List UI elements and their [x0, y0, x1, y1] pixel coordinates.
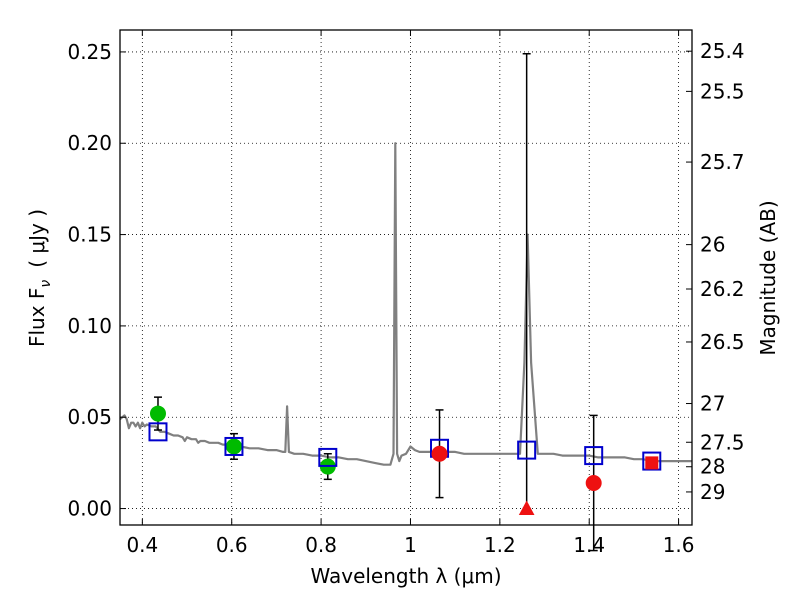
right-tick-label: 26.5	[700, 330, 745, 354]
y-tick-label: 0.20	[67, 131, 112, 155]
model-square	[148, 422, 168, 442]
right-tick-label: 26.2	[700, 277, 745, 301]
y-axis-title-subscript: ν	[38, 280, 54, 288]
y-axis-title-unit: ( μJy )	[25, 209, 49, 268]
x-tick-label: 0.8	[305, 533, 337, 557]
y-axis-title: Flux Fν ( μJy )	[25, 209, 54, 347]
y-tick-label: 0.10	[67, 314, 112, 338]
low-sn-point	[645, 456, 659, 470]
low-sn-point	[431, 445, 448, 462]
model-square	[642, 451, 662, 471]
y-tick-label: 0.25	[67, 40, 112, 64]
y-axis-title-main: Flux F	[25, 288, 49, 347]
right-tick-label: 25.5	[700, 79, 745, 103]
x-tick-label: 1.6	[663, 533, 695, 557]
grid	[120, 30, 692, 525]
right-tick-label: 29	[700, 480, 725, 504]
upper-limit-marker	[518, 500, 535, 516]
spectrum-line	[119, 142, 692, 466]
model-square	[517, 440, 537, 460]
right-tick-label: 25.7	[700, 150, 745, 174]
low-sn-point	[585, 474, 602, 491]
x-tick-label: 0.6	[216, 533, 248, 557]
right-tick-label: 27	[700, 392, 725, 416]
x-tick-label: 1	[404, 533, 417, 557]
right-tick-label: 28	[700, 455, 725, 479]
detection-point	[225, 438, 242, 455]
plot-series	[119, 52, 692, 552]
axes: 0.4 0.6 0.8 1 1.2 1.4 1.6 0.00 0.05 0.10 0.15 0.20 0…	[67, 30, 745, 557]
model-square	[318, 447, 338, 467]
right-tick-label: 26	[700, 233, 725, 257]
x-tick-label: 1.4	[573, 533, 605, 557]
y-tick-label: 0.00	[67, 497, 112, 521]
x-tick-label: 1.2	[484, 533, 516, 557]
right-axis-title: Magnitude (AB)	[756, 200, 780, 355]
right-tick-label: 25.4	[700, 39, 745, 63]
y-tick-label: 0.05	[67, 405, 112, 429]
detection-point	[149, 405, 166, 422]
x-tick-label: 0.4	[126, 533, 158, 557]
plot-frame	[119, 29, 693, 526]
right-tick-label: 27.5	[700, 430, 745, 454]
model-square	[584, 446, 604, 466]
model-square	[224, 436, 244, 456]
y-tick-label: 0.15	[67, 223, 112, 247]
x-axis-title: Wavelength λ (μm)	[310, 564, 501, 588]
